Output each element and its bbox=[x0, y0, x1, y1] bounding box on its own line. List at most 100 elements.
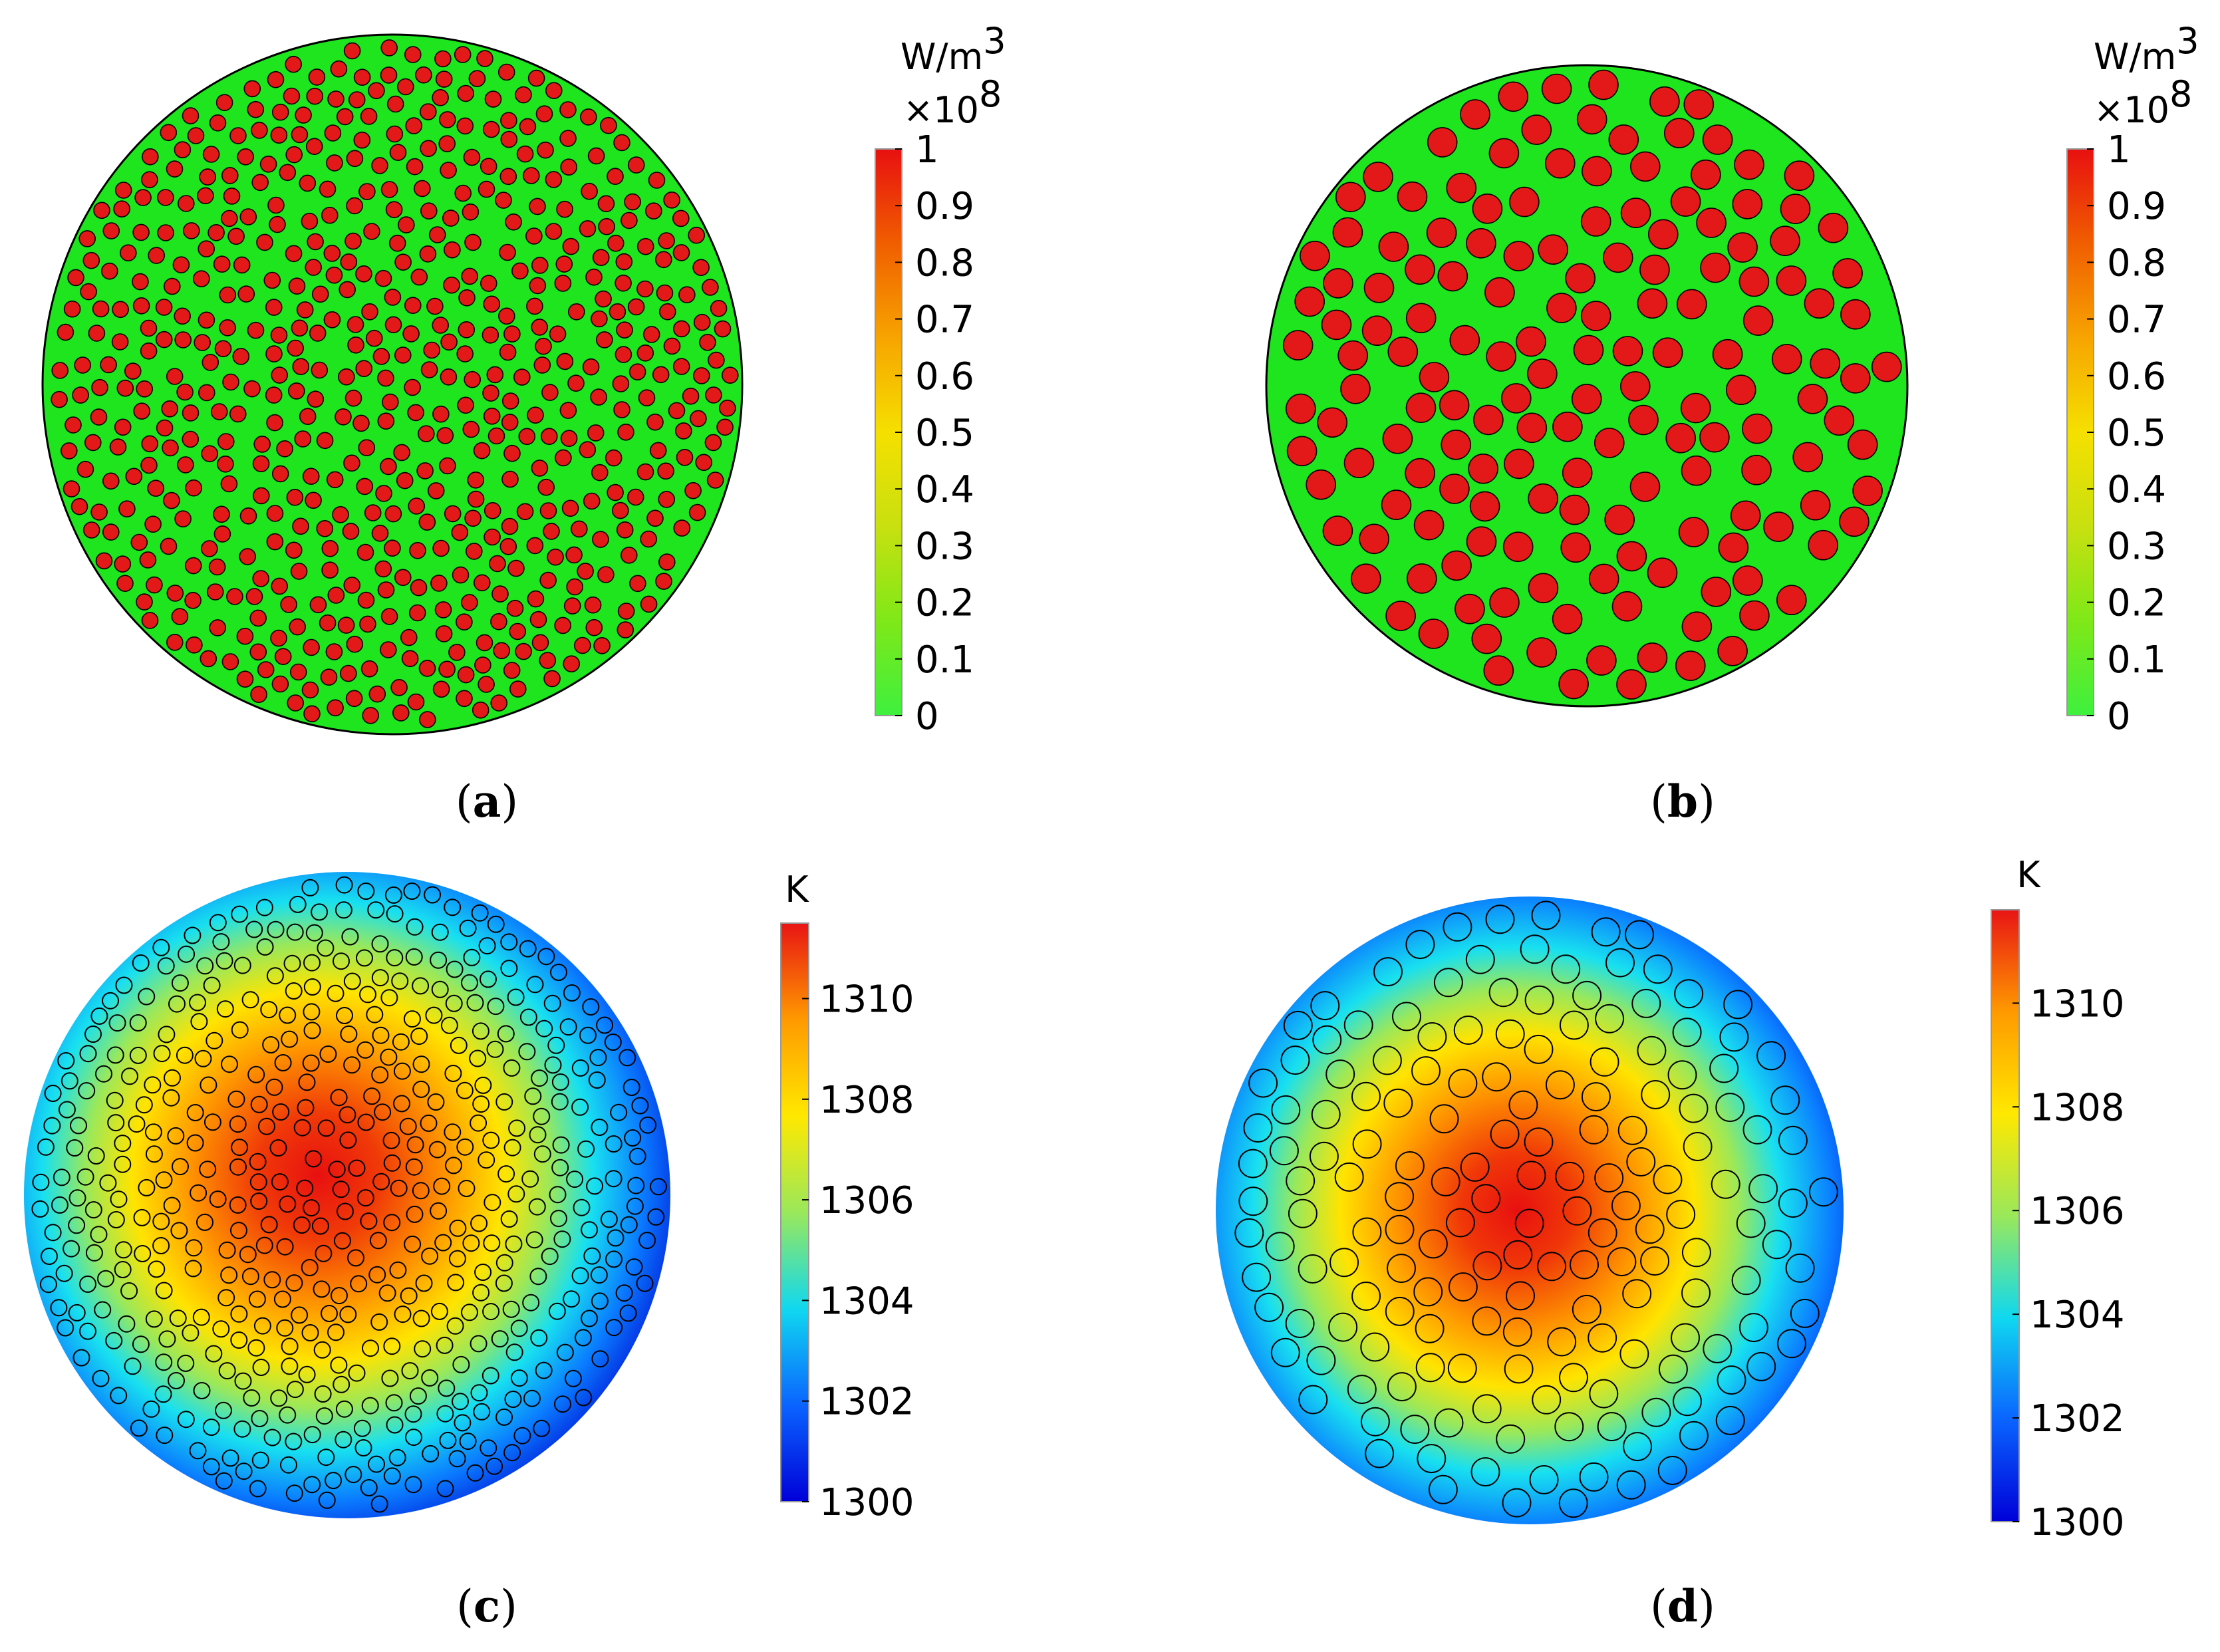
particle bbox=[305, 491, 322, 509]
particle bbox=[260, 1216, 278, 1234]
particle bbox=[323, 245, 341, 262]
particle bbox=[108, 1014, 126, 1032]
particle bbox=[213, 525, 231, 543]
particle bbox=[394, 569, 412, 587]
particle bbox=[368, 685, 386, 703]
particle bbox=[469, 1049, 487, 1067]
particle bbox=[535, 1020, 553, 1037]
particle bbox=[229, 1158, 247, 1176]
particle bbox=[1516, 326, 1546, 357]
particle bbox=[466, 994, 484, 1012]
particle bbox=[386, 1416, 404, 1434]
particle bbox=[1792, 442, 1823, 473]
particle bbox=[468, 70, 486, 87]
particle bbox=[174, 331, 192, 348]
particle bbox=[335, 1431, 352, 1448]
particle bbox=[583, 1247, 601, 1265]
particle bbox=[1503, 241, 1534, 271]
particle bbox=[335, 901, 352, 919]
particle bbox=[531, 257, 549, 274]
particle bbox=[474, 656, 491, 674]
particle bbox=[120, 1282, 138, 1300]
particle bbox=[1839, 506, 1870, 537]
particle bbox=[421, 1247, 439, 1265]
particle bbox=[279, 1195, 297, 1213]
particle bbox=[454, 184, 472, 202]
particle bbox=[490, 613, 507, 630]
particle bbox=[1387, 1254, 1416, 1284]
particle bbox=[204, 1113, 221, 1131]
particle bbox=[39, 1276, 57, 1294]
particle bbox=[383, 1337, 401, 1355]
particle bbox=[444, 898, 462, 916]
particle bbox=[347, 1249, 364, 1267]
particle bbox=[405, 117, 423, 134]
particle bbox=[1382, 423, 1413, 454]
particle bbox=[279, 1006, 297, 1024]
particle bbox=[432, 89, 449, 106]
particle bbox=[144, 1076, 162, 1094]
particle bbox=[358, 183, 376, 200]
particle bbox=[412, 977, 430, 995]
particle bbox=[194, 334, 211, 351]
particle bbox=[646, 509, 664, 527]
particle bbox=[1547, 1327, 1577, 1357]
particle bbox=[271, 577, 289, 595]
particle bbox=[163, 277, 181, 295]
particle bbox=[65, 416, 82, 434]
particle bbox=[109, 438, 127, 456]
particle bbox=[141, 171, 158, 189]
particle bbox=[1637, 642, 1668, 673]
particle bbox=[482, 1131, 500, 1149]
particle bbox=[443, 276, 460, 294]
particle bbox=[408, 604, 426, 622]
particle bbox=[374, 560, 392, 578]
particle bbox=[529, 611, 547, 628]
particle bbox=[237, 148, 255, 166]
particle bbox=[554, 1395, 571, 1413]
particle bbox=[1439, 474, 1470, 504]
particle bbox=[388, 234, 406, 252]
particle bbox=[263, 1429, 281, 1446]
particle bbox=[1501, 383, 1532, 414]
particle bbox=[486, 1457, 503, 1475]
particle bbox=[265, 345, 283, 362]
particle bbox=[100, 356, 117, 374]
particle bbox=[591, 1292, 609, 1310]
particle bbox=[399, 1117, 417, 1135]
particle bbox=[252, 487, 270, 505]
particle bbox=[218, 1362, 236, 1380]
particle bbox=[162, 1089, 180, 1107]
particle bbox=[315, 1244, 333, 1262]
particle bbox=[371, 969, 389, 987]
particle bbox=[577, 563, 594, 580]
particle bbox=[1431, 1167, 1460, 1196]
colorbar-tick-label: 1300 bbox=[2030, 1501, 2125, 1544]
particle bbox=[1351, 1282, 1381, 1311]
particle bbox=[1524, 1127, 1554, 1157]
particle bbox=[1449, 325, 1480, 356]
particle bbox=[309, 596, 327, 614]
particle bbox=[212, 933, 230, 951]
particle bbox=[233, 956, 251, 974]
particle bbox=[288, 277, 306, 295]
particle bbox=[1441, 550, 1472, 581]
particle bbox=[456, 1138, 474, 1156]
particle bbox=[1709, 1053, 1739, 1083]
particle bbox=[617, 621, 634, 638]
particle bbox=[1554, 1412, 1584, 1442]
particle bbox=[84, 434, 102, 452]
particle bbox=[241, 991, 259, 1009]
particle bbox=[272, 1103, 290, 1121]
particle bbox=[353, 131, 371, 149]
colorbar-tick-label: 1308 bbox=[2030, 1086, 2125, 1129]
particle bbox=[31, 1200, 49, 1218]
particle bbox=[690, 410, 707, 428]
particle bbox=[230, 1222, 247, 1240]
particle bbox=[1469, 491, 1500, 522]
particle bbox=[1248, 1068, 1278, 1098]
particle bbox=[267, 196, 285, 214]
particle bbox=[1441, 429, 1471, 460]
particle bbox=[1400, 1415, 1430, 1445]
